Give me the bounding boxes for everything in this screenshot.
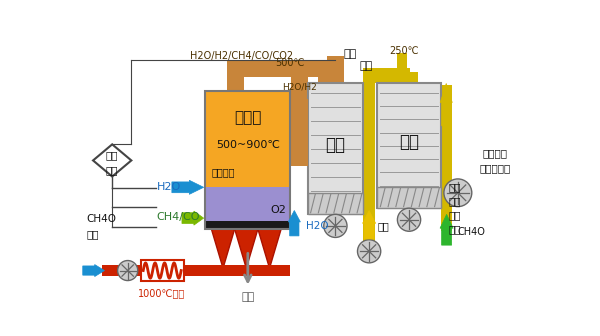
Text: 甲醇蒸汽: 甲醇蒸汽 <box>482 148 508 158</box>
Text: 氧气: 氧气 <box>241 292 254 302</box>
Bar <box>377 83 441 208</box>
Polygon shape <box>83 264 104 277</box>
Bar <box>205 91 290 187</box>
Polygon shape <box>182 211 203 225</box>
Bar <box>363 68 410 80</box>
Circle shape <box>358 240 381 263</box>
Text: 锅炉: 锅炉 <box>399 133 419 151</box>
Bar <box>205 221 290 229</box>
Text: CH4/CO: CH4/CO <box>157 212 200 222</box>
Bar <box>141 260 184 281</box>
Polygon shape <box>258 229 281 268</box>
Bar <box>205 268 290 276</box>
Text: CH4O: CH4O <box>458 227 486 237</box>
Polygon shape <box>362 210 376 239</box>
Circle shape <box>118 260 138 281</box>
Text: 分离: 分离 <box>106 150 118 160</box>
Bar <box>377 186 441 208</box>
Bar <box>291 99 308 166</box>
Polygon shape <box>440 214 453 245</box>
Text: 锅炉: 锅炉 <box>325 136 346 154</box>
Bar <box>205 187 290 223</box>
Bar <box>205 91 290 229</box>
Polygon shape <box>288 210 301 236</box>
Polygon shape <box>172 180 203 194</box>
Text: 汽轮发电机: 汽轮发电机 <box>479 163 511 173</box>
Bar <box>227 60 327 77</box>
Polygon shape <box>440 83 452 126</box>
Text: 水蒸: 水蒸 <box>449 182 461 193</box>
Text: 1000℃熔盐: 1000℃熔盐 <box>138 289 185 299</box>
Text: O2: O2 <box>271 206 287 215</box>
Text: H2O: H2O <box>157 181 181 192</box>
Text: H2O/H2: H2O/H2 <box>283 83 317 92</box>
Text: 气汽: 气汽 <box>449 196 461 206</box>
Bar <box>317 62 335 95</box>
Bar <box>102 265 290 276</box>
Bar <box>227 70 244 91</box>
Text: 250℃: 250℃ <box>389 46 419 56</box>
Text: 装置: 装置 <box>106 165 118 175</box>
Bar <box>363 80 375 241</box>
Text: 轮发: 轮发 <box>449 210 461 220</box>
Bar <box>441 85 452 231</box>
Text: 气体: 气体 <box>359 61 372 72</box>
Bar <box>375 72 418 83</box>
Text: 锰复合物: 锰复合物 <box>211 167 235 177</box>
Bar <box>308 193 363 214</box>
Text: H2O/H2/CH4/CO/CO2: H2O/H2/CH4/CO/CO2 <box>190 51 293 61</box>
Text: 电机: 电机 <box>449 224 461 234</box>
Bar <box>397 53 407 83</box>
Text: 复合: 复合 <box>343 49 357 59</box>
Text: 甲醇: 甲醇 <box>86 229 99 239</box>
Circle shape <box>444 179 472 207</box>
Bar <box>291 76 308 99</box>
Text: CH4O: CH4O <box>86 214 116 224</box>
Polygon shape <box>235 229 258 268</box>
Bar <box>327 56 344 83</box>
Polygon shape <box>211 229 235 268</box>
Text: 蒸气: 蒸气 <box>377 221 389 231</box>
Text: 500℃: 500℃ <box>275 58 305 69</box>
Text: 500~900℃: 500~900℃ <box>216 140 280 150</box>
Text: 反应床: 反应床 <box>234 111 262 126</box>
Bar <box>308 83 363 214</box>
Text: H2O: H2O <box>306 221 329 231</box>
Circle shape <box>324 214 347 238</box>
Circle shape <box>397 208 421 231</box>
